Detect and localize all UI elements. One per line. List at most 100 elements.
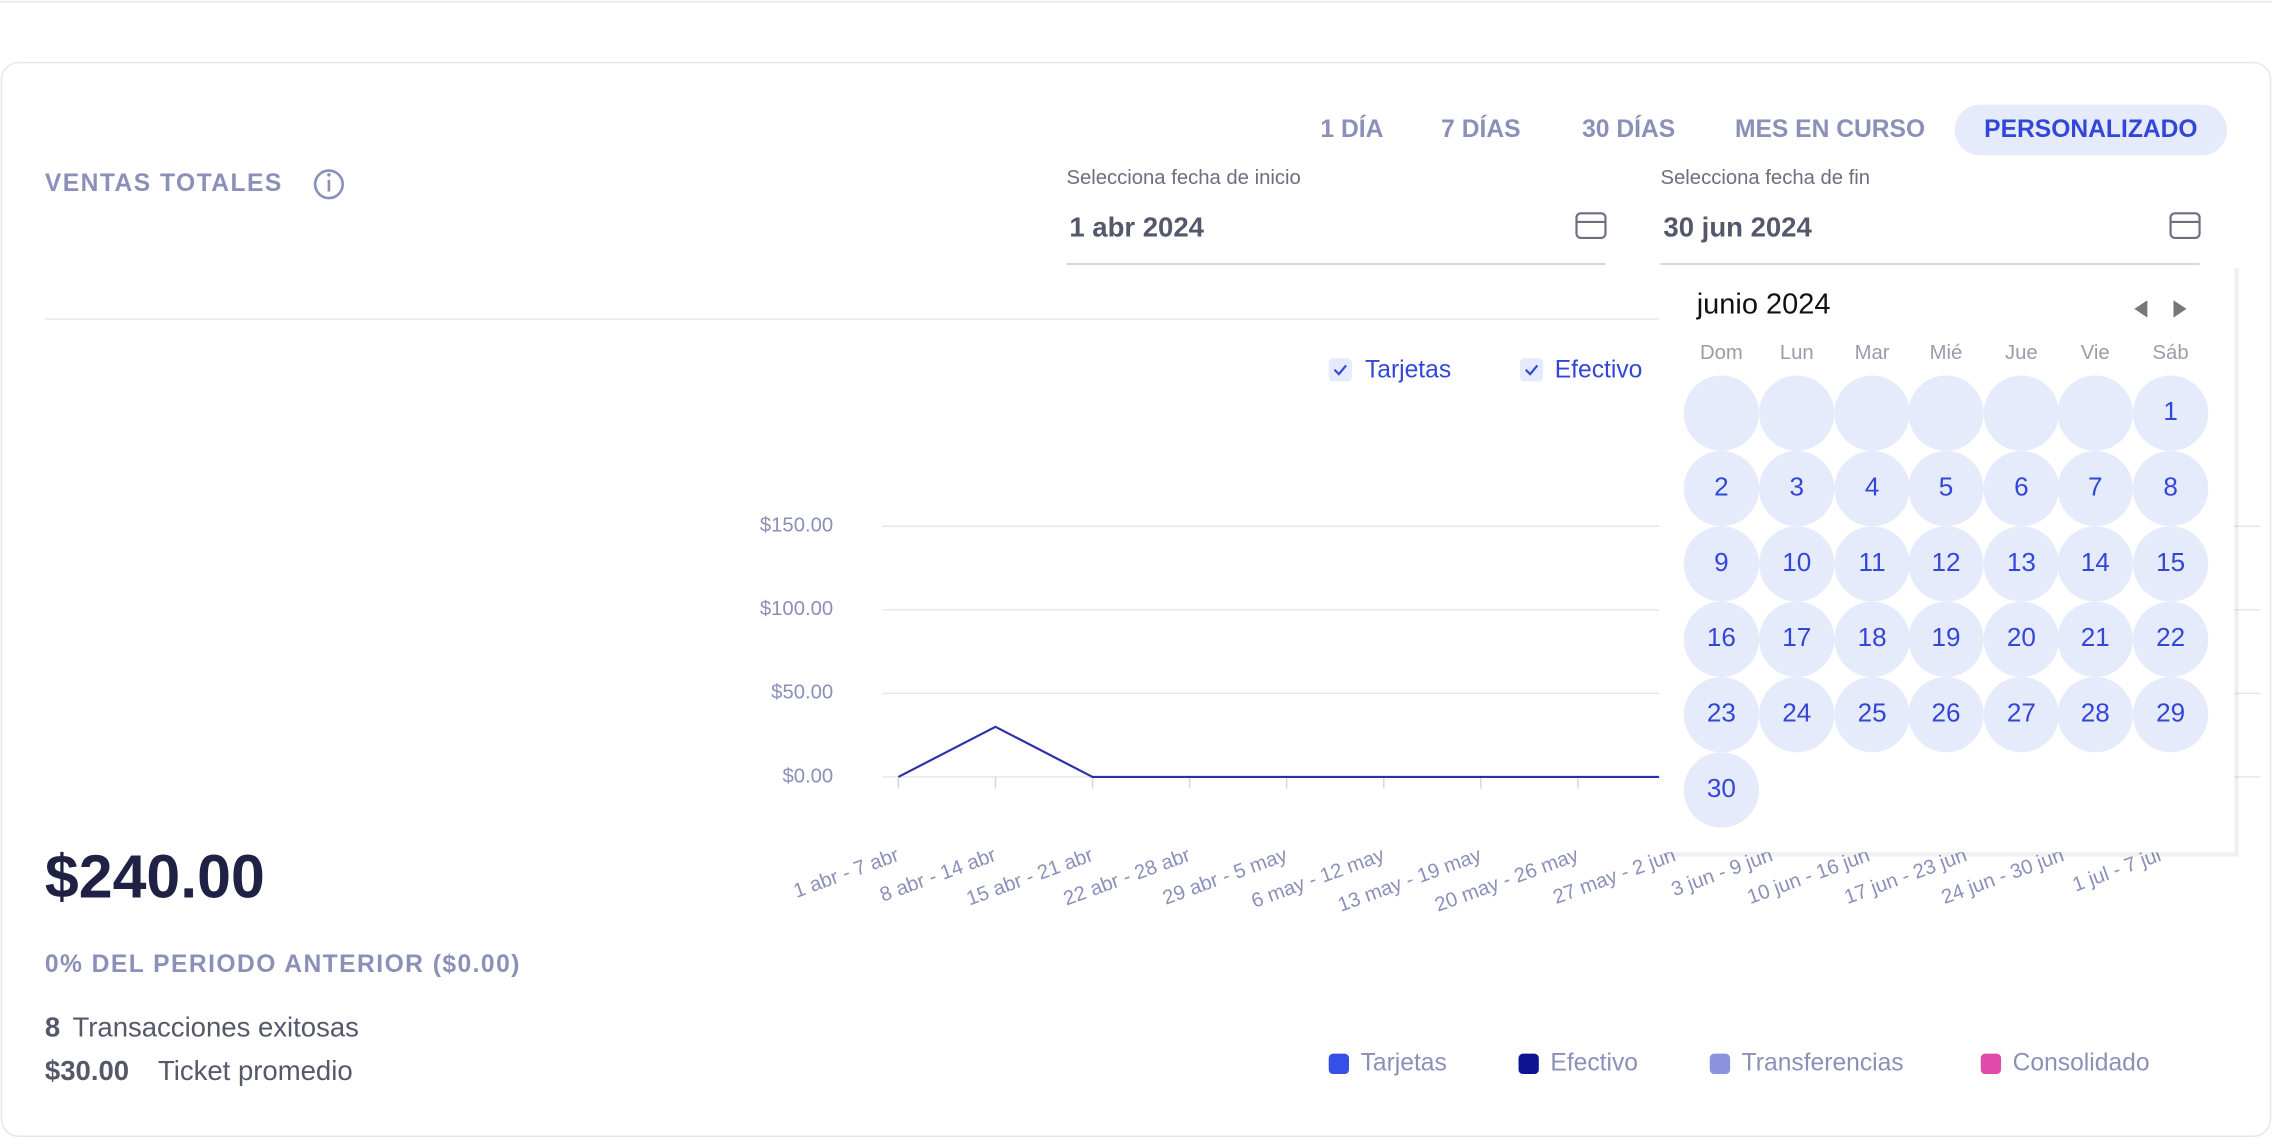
y-tick-label: $50.00 bbox=[771, 682, 833, 704]
day-cell[interactable] bbox=[1834, 601, 1910, 677]
day-number[interactable]: 24 bbox=[1782, 698, 1811, 728]
day-number[interactable]: 23 bbox=[1707, 698, 1736, 728]
day-cell[interactable] bbox=[2132, 676, 2209, 753]
day-number[interactable]: 8 bbox=[2163, 471, 2178, 501]
day-cell[interactable] bbox=[2057, 526, 2133, 602]
day-cell[interactable] bbox=[1683, 526, 1760, 602]
day-cell[interactable] bbox=[1759, 526, 1835, 602]
weekday: Dom bbox=[1700, 342, 1743, 364]
day-cell[interactable] bbox=[1908, 526, 1984, 602]
tab[interactable]: MES EN CURSO bbox=[1735, 116, 1925, 143]
day-cell bbox=[1834, 375, 1910, 451]
calendar-month: junio 2024 bbox=[1696, 289, 1831, 321]
total: $240.00 bbox=[45, 842, 265, 910]
day-number[interactable]: 14 bbox=[2081, 547, 2110, 577]
day-number[interactable]: 30 bbox=[1707, 773, 1736, 803]
weekday: Sáb bbox=[2153, 342, 2189, 364]
input-label: Selecciona fecha de fin bbox=[1661, 167, 1871, 189]
tab[interactable]: PERSONALIZADO bbox=[1984, 116, 2197, 143]
day-number[interactable]: 5 bbox=[1939, 471, 1954, 501]
day-number[interactable]: 15 bbox=[2156, 547, 2185, 577]
day-cell[interactable] bbox=[1759, 676, 1835, 753]
legend-label[interactable]: Tarjetas bbox=[1361, 1049, 1447, 1076]
prev-month[interactable] bbox=[2134, 300, 2148, 318]
tab-active-bg bbox=[1954, 104, 2228, 156]
day-number[interactable]: 27 bbox=[2007, 698, 2036, 728]
ticket-label: Ticket promedio bbox=[158, 1055, 353, 1086]
day-number[interactable]: 11 bbox=[1859, 547, 1886, 577]
day-cell[interactable] bbox=[2057, 450, 2133, 527]
day-cell[interactable] bbox=[1983, 601, 2059, 677]
legend-swatch bbox=[1709, 1053, 1731, 1074]
comparison: 0% DEL PERIODO ANTERIOR ($0.00) bbox=[45, 951, 521, 978]
filter-checkbox[interactable] bbox=[1519, 358, 1544, 382]
calendar-icon[interactable] bbox=[2169, 212, 2201, 239]
day-cell[interactable] bbox=[2132, 375, 2209, 451]
day-number[interactable]: 7 bbox=[2088, 471, 2103, 501]
day-cell bbox=[2057, 375, 2133, 451]
legend-label[interactable]: Consolidado bbox=[2013, 1049, 2150, 1076]
day-number[interactable]: 28 bbox=[2081, 698, 2110, 728]
filter-label[interactable]: Tarjetas bbox=[1365, 357, 1451, 384]
day-cell[interactable] bbox=[1983, 526, 2059, 602]
info-icon[interactable] bbox=[313, 169, 344, 200]
day-number[interactable]: 26 bbox=[1931, 698, 1960, 728]
day-number[interactable]: 6 bbox=[2014, 471, 2029, 501]
day-cell[interactable] bbox=[1759, 450, 1835, 527]
day-cell[interactable] bbox=[1834, 450, 1910, 527]
day-number[interactable]: 10 bbox=[1782, 547, 1811, 577]
day-cell bbox=[1908, 375, 1984, 451]
day-number[interactable]: 1 bbox=[2163, 396, 2178, 426]
day-cell[interactable] bbox=[1683, 676, 1760, 753]
day-number[interactable]: 25 bbox=[1858, 698, 1887, 728]
checkmark bbox=[1333, 364, 1347, 376]
day-number[interactable]: 19 bbox=[1931, 622, 1960, 652]
tx-label: Transacciones exitosas bbox=[72, 1011, 359, 1042]
input-value[interactable]: 30 jun 2024 bbox=[1663, 211, 1812, 242]
day-cell[interactable] bbox=[2132, 526, 2209, 602]
day-cell[interactable] bbox=[1983, 676, 2059, 753]
day-number[interactable]: 4 bbox=[1865, 471, 1880, 501]
checkmark bbox=[1525, 364, 1539, 376]
y-tick-label: $150.00 bbox=[760, 515, 833, 537]
day-number[interactable]: 29 bbox=[2156, 698, 2185, 728]
day-cell[interactable] bbox=[2132, 601, 2209, 677]
tab[interactable]: 1 DÍA bbox=[1320, 115, 1383, 143]
day-number[interactable]: 16 bbox=[1707, 622, 1736, 652]
day-cell[interactable] bbox=[1908, 450, 1984, 527]
filter-label[interactable]: Efectivo bbox=[1555, 357, 1643, 384]
day-cell[interactable] bbox=[1759, 601, 1835, 677]
day-number[interactable]: 9 bbox=[1714, 547, 1729, 577]
day-number[interactable]: 22 bbox=[2156, 622, 2185, 652]
day-cell[interactable] bbox=[2132, 450, 2209, 527]
day-cell[interactable] bbox=[2057, 601, 2133, 677]
day-cell[interactable] bbox=[2057, 676, 2133, 753]
day-cell[interactable] bbox=[1834, 676, 1910, 753]
legend-swatch bbox=[1980, 1053, 2002, 1074]
day-number[interactable]: 13 bbox=[2007, 547, 2036, 577]
tab[interactable]: 7 DÍAS bbox=[1441, 115, 1520, 143]
input-value[interactable]: 1 abr 2024 bbox=[1069, 211, 1204, 242]
legend-label[interactable]: Efectivo bbox=[1550, 1049, 1638, 1076]
weekday: Mié bbox=[1930, 342, 1963, 364]
y-tick-label: $100.00 bbox=[760, 598, 833, 620]
day-number[interactable]: 17 bbox=[1782, 622, 1811, 652]
day-cell[interactable] bbox=[1983, 450, 2059, 527]
day-number[interactable]: 2 bbox=[1714, 471, 1729, 501]
day-cell[interactable] bbox=[1683, 601, 1760, 677]
legend-label[interactable]: Transferencias bbox=[1742, 1049, 1904, 1076]
day-cell[interactable] bbox=[1908, 601, 1984, 677]
filter-checkbox[interactable] bbox=[1328, 358, 1352, 382]
day-number[interactable]: 18 bbox=[1858, 622, 1887, 652]
day-number[interactable]: 20 bbox=[2007, 622, 2036, 652]
day-number[interactable]: 12 bbox=[1931, 547, 1960, 577]
tab[interactable]: 30 DÍAS bbox=[1582, 115, 1675, 143]
day-cell[interactable] bbox=[1683, 752, 1760, 828]
day-cell[interactable] bbox=[1683, 450, 1760, 527]
day-number[interactable]: 3 bbox=[1789, 471, 1804, 501]
day-cell[interactable] bbox=[1908, 676, 1984, 753]
next-month[interactable] bbox=[2173, 300, 2187, 318]
day-number[interactable]: 21 bbox=[2081, 622, 2110, 652]
calendar-icon[interactable] bbox=[1575, 212, 1607, 239]
day-cell[interactable] bbox=[1834, 526, 1910, 602]
